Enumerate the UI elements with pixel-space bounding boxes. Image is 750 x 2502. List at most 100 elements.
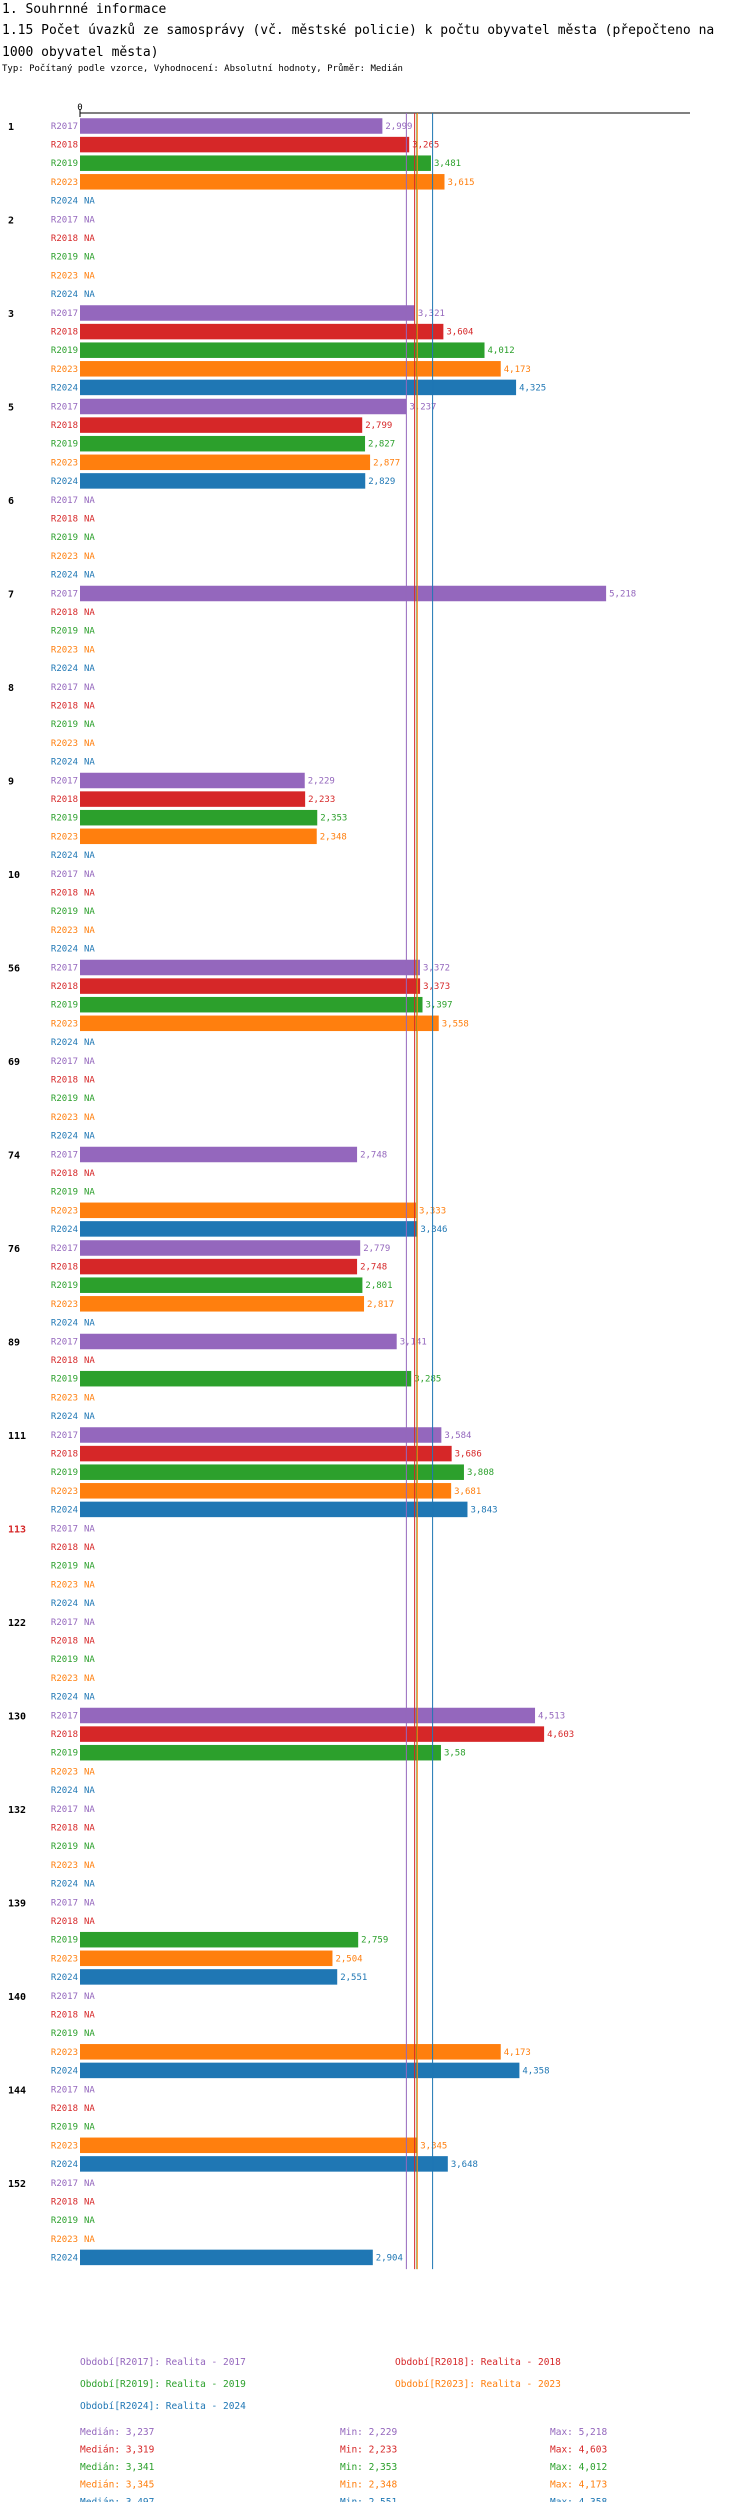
group-label: 139 (8, 1899, 26, 1910)
series-label: R2018 (51, 2011, 78, 2021)
series-label: R2018 (51, 1824, 78, 1834)
na-label: NA (84, 271, 95, 281)
series-label: R2019 (51, 1375, 78, 1385)
series-label: R2024 (51, 664, 78, 674)
series-label: R2024 (51, 1505, 78, 1515)
data-label: 3,681 (454, 1487, 481, 1497)
series-label: R2017 (51, 1992, 78, 2002)
series-label: R2024 (51, 851, 78, 861)
na-label: NA (84, 1318, 95, 1328)
na-label: NA (84, 1637, 95, 1647)
stat-min: Min: 2,233 (340, 2445, 397, 2456)
series-label: R2018 (51, 1730, 78, 1740)
na-label: NA (84, 889, 95, 899)
group-label: 69 (8, 1057, 20, 1068)
na-label: NA (84, 627, 95, 637)
data-label: 2,877 (373, 458, 400, 468)
series-label: R2018 (51, 982, 78, 992)
na-label: NA (84, 2029, 95, 2039)
na-label: NA (84, 515, 95, 525)
na-label: NA (84, 1992, 95, 2002)
na-label: NA (84, 608, 95, 618)
series-label: R2018 (51, 2104, 78, 2114)
series-label: R2019 (51, 720, 78, 730)
bar-R2018 (80, 1258, 358, 1275)
na-label: NA (84, 1525, 95, 1535)
group-label: 3 (8, 309, 14, 320)
series-label: R2024 (51, 477, 78, 487)
data-label: 3,58 (444, 1749, 466, 1759)
na-label: NA (84, 1412, 95, 1422)
chart-title: 1.15 Počet úvazků ze samosprávy (vč. měs… (2, 23, 715, 60)
bar-R2019 (80, 1277, 363, 1293)
series-label: R2019 (51, 1094, 78, 1104)
data-label: 4,173 (504, 365, 531, 375)
series-label: R2023 (51, 2048, 78, 2058)
bar-R2024 (80, 2249, 373, 2266)
series-label: R2019 (51, 1655, 78, 1665)
data-label: 4,358 (522, 2066, 549, 2076)
series-label: R2019 (51, 440, 78, 450)
series-label: R2019 (51, 1281, 78, 1291)
data-label: 2,759 (361, 1936, 388, 1946)
data-label: 2,233 (308, 795, 335, 805)
bar-R2023 (80, 1296, 365, 1312)
na-label: NA (84, 234, 95, 244)
series-label: R2024 (51, 2253, 78, 2263)
series-label: R2018 (51, 141, 78, 151)
bar-R2023 (80, 2044, 501, 2060)
data-label: 3,584 (444, 1431, 471, 1441)
series-label: R2023 (51, 1674, 78, 1684)
series-label: R2019 (51, 1188, 78, 1198)
series-label: R2017 (51, 1057, 78, 1067)
series-label: R2017 (51, 1244, 78, 1254)
group-label: 113 (8, 1525, 26, 1536)
series-label: R2019 (51, 2123, 78, 2133)
na-label: NA (84, 1692, 95, 1702)
na-label: NA (84, 739, 95, 749)
series-label: R2023 (51, 1767, 78, 1777)
legend-item: Období[R2023]: Realita - 2023 (395, 2379, 561, 2390)
group-label: 132 (8, 1805, 26, 1816)
stat-max: Max: 4,173 (550, 2480, 607, 2491)
series-label: R2018 (51, 1076, 78, 1086)
data-label: 2,817 (367, 1300, 394, 1310)
series-label: R2017 (51, 964, 78, 974)
series-label: R2018 (51, 889, 78, 899)
bar-R2018 (80, 978, 421, 994)
data-label: 2,748 (360, 1151, 387, 1161)
bar-R2023 (80, 2137, 418, 2154)
na-label: NA (84, 1580, 95, 1590)
data-label: 4,325 (519, 383, 546, 393)
bar-R2018 (80, 1726, 545, 1742)
data-label: 2,504 (335, 1954, 362, 1964)
na-label: NA (84, 870, 95, 880)
na-label: NA (84, 2235, 95, 2245)
data-label: 3,808 (467, 1468, 494, 1478)
legend-item: Období[R2017]: Realita - 2017 (80, 2357, 246, 2368)
na-label: NA (84, 533, 95, 543)
stat-min: Min: 2,353 (340, 2462, 397, 2473)
series-label: R2023 (51, 1206, 78, 1216)
group-label: 111 (8, 1431, 26, 1442)
series-label: R2023 (51, 271, 78, 281)
legend-item: Období[R2019]: Realita - 2019 (80, 2379, 246, 2390)
na-label: NA (84, 2123, 95, 2133)
data-label: 3,141 (400, 1338, 427, 1348)
bar-R2019 (80, 809, 318, 826)
series-label: R2023 (51, 2141, 78, 2151)
legend-item: Období[R2024]: Realita - 2024 (80, 2401, 246, 2412)
stat-median: Medián: 3,345 (80, 2480, 154, 2491)
stat-max: Max: 4,358 (550, 2497, 607, 2502)
series-label: R2019 (51, 1468, 78, 1478)
data-label: 2,551 (340, 1973, 367, 1983)
data-label: 3,648 (451, 2160, 478, 2170)
na-label: NA (84, 664, 95, 674)
group-label: 5 (8, 403, 14, 414)
series-label: R2024 (51, 2160, 78, 2170)
group-label: 10 (8, 870, 20, 881)
na-label: NA (84, 702, 95, 712)
data-label: 2,904 (376, 2253, 403, 2263)
series-label: R2023 (51, 832, 78, 842)
na-label: NA (84, 290, 95, 300)
